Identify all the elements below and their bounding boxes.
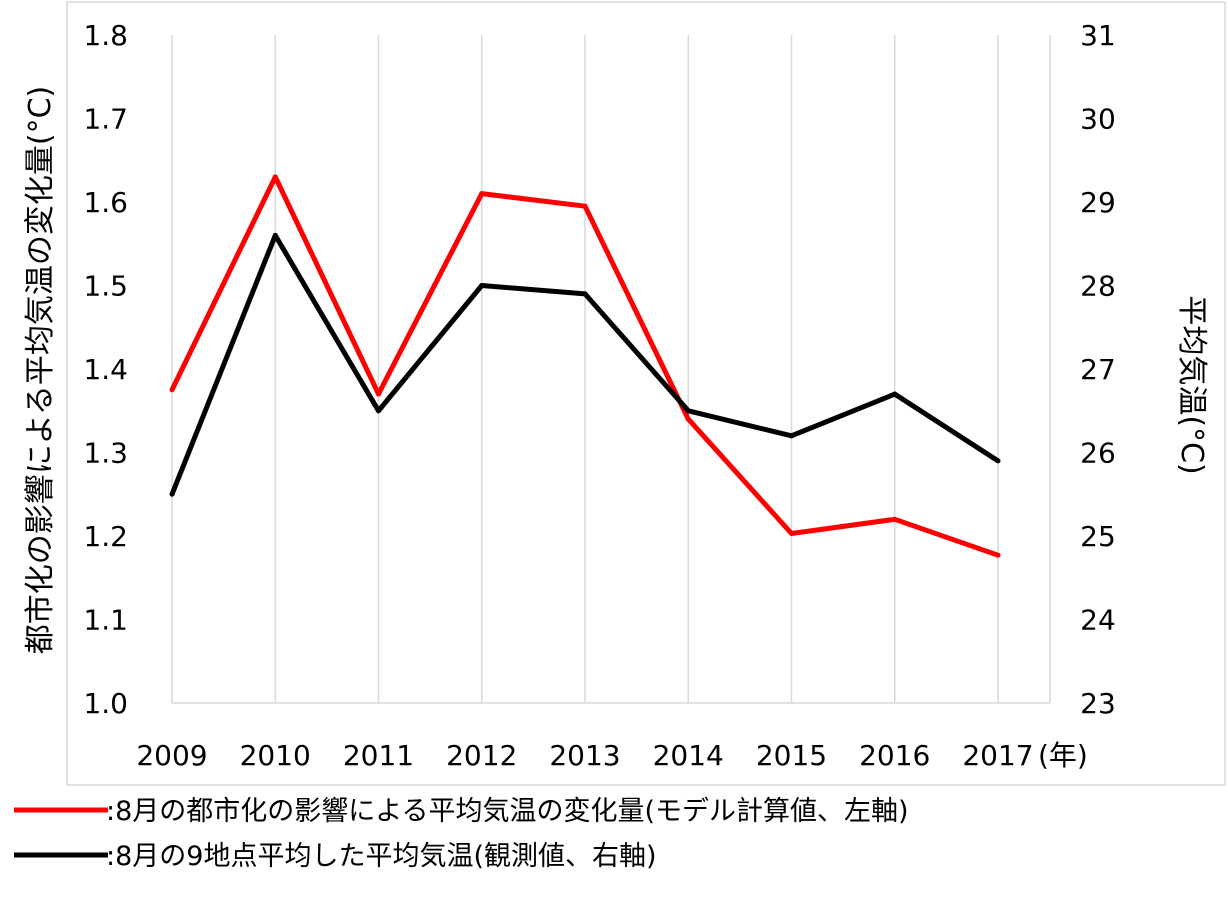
- x-axis-tick-label: 2014: [653, 739, 724, 772]
- left-axis-tick-label: 1.1: [83, 604, 128, 637]
- series-2-point: [272, 232, 278, 238]
- series-1-point: [479, 191, 485, 197]
- right-axis-tick-label: 26: [1080, 437, 1116, 470]
- x-axis-tick-label: 2017: [962, 739, 1033, 772]
- chart-area-border: [66, 1, 1226, 786]
- left-axis-tick-label: 1.5: [83, 270, 128, 303]
- right-axis-tick-label: 27: [1080, 353, 1116, 386]
- series-2-point: [479, 283, 485, 288]
- series-1-point: [995, 552, 1001, 558]
- legend: :8月の都市化の影響による平均気温の変化量(モデル計算値、左軸) :8月の9地点平…: [14, 796, 909, 872]
- series-1-point: [582, 203, 588, 209]
- series-1-point: [685, 416, 691, 422]
- series-lines: [169, 174, 1001, 558]
- left-axis-tick-label: 1.0: [83, 687, 128, 720]
- left-axis-tick-label: 1.4: [83, 353, 128, 386]
- right-axis-tick-label: 31: [1080, 19, 1116, 52]
- x-axis-tick-label: 2011: [343, 739, 414, 772]
- series-2-point: [582, 291, 588, 297]
- x-axis-ticks: 2009 2010 2011 2012 2013 2014 2015 2016 2017: [136, 739, 1033, 772]
- left-axis-tick-label: 1.6: [83, 186, 128, 219]
- left-axis-tick-label: 1.7: [83, 103, 128, 136]
- gridlines: [171, 35, 1051, 704]
- right-axis-tick-label: 28: [1080, 270, 1116, 303]
- left-axis-tick-label: 1.8: [83, 19, 128, 52]
- series-1-point: [272, 174, 278, 180]
- series-2-point: [995, 458, 1001, 464]
- x-axis-unit-label: (年): [1038, 739, 1088, 772]
- left-axis-tick-label: 1.3: [83, 437, 128, 470]
- series-1-point: [789, 530, 794, 536]
- left-axis-ticks: 1.0 1.1 1.2 1.3 1.4 1.5 1.6 1.7 1.8: [83, 19, 128, 720]
- right-axis-ticks: 23 24 25 26 27 28 29 30 31: [1080, 19, 1116, 720]
- x-axis-tick-label: 2010: [240, 739, 311, 772]
- series-1-point: [892, 516, 898, 522]
- right-axis-tick-label: 24: [1080, 604, 1116, 637]
- series-2-point: [789, 433, 794, 439]
- x-axis-tick-label: 2016: [859, 739, 930, 772]
- legend-label: :8月の都市化の影響による平均気温の変化量(モデル計算値、左軸): [106, 796, 909, 827]
- right-axis-tick-label: 23: [1080, 687, 1116, 720]
- series-2-point: [892, 391, 898, 397]
- series-1-point: [169, 387, 175, 393]
- left-axis-tick-label: 1.2: [83, 520, 128, 553]
- right-axis-tick-label: 30: [1080, 103, 1116, 136]
- series-2-point: [169, 491, 175, 497]
- series-2-point: [376, 408, 381, 414]
- x-axis-tick-label: 2009: [136, 739, 207, 772]
- x-axis-tick-label: 2013: [549, 739, 620, 772]
- legend-label: :8月の9地点平均した平均気温(観測値、右軸): [106, 841, 657, 872]
- right-axis-tick-label: 29: [1080, 186, 1116, 219]
- series-1-point: [376, 391, 381, 397]
- x-axis-tick-label: 2012: [446, 739, 517, 772]
- left-axis-title: 都市化の影響による平均気温の変化量(°C): [23, 86, 58, 654]
- right-axis-title: 平均気温(°C): [1174, 295, 1209, 474]
- right-axis-tick-label: 25: [1080, 520, 1116, 553]
- x-axis-tick-label: 2015: [756, 739, 827, 772]
- series-2-point: [685, 408, 691, 414]
